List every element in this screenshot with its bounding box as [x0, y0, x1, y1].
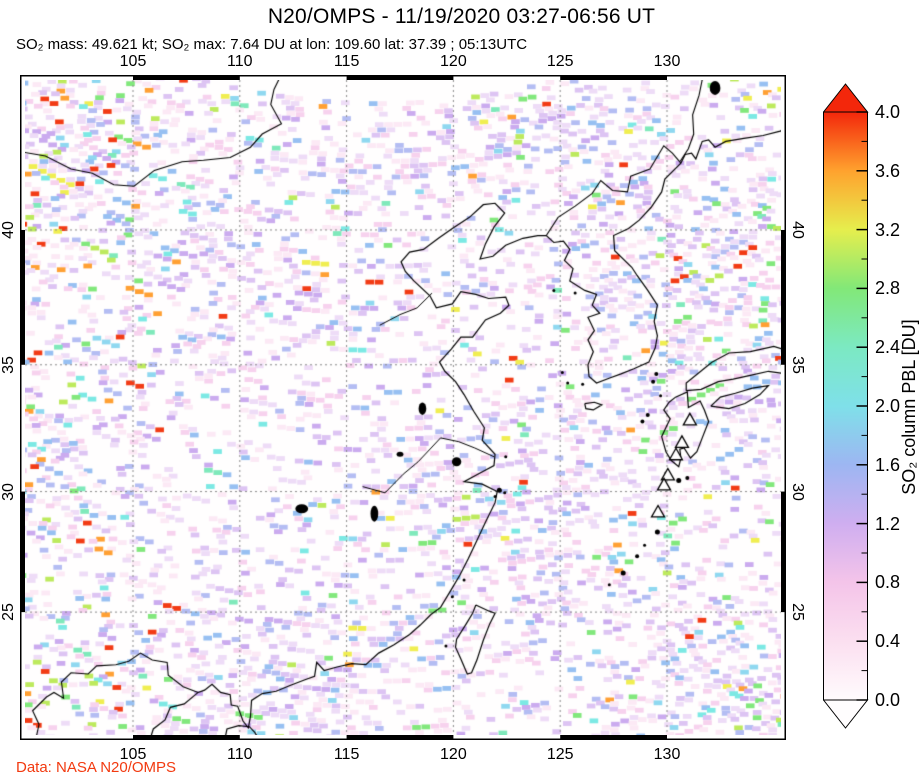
colorbar-tick-label: 0.8: [875, 572, 901, 593]
colorbar-tick-label: 0.4: [875, 631, 901, 652]
lon-tick-label-bottom: 120: [440, 746, 467, 763]
colorbar: 4.0 3.6 3.2 2.8 2.4 2.0 1.6 1.2 0.8 0.4 0.0: [823, 83, 923, 743]
lon-tick-label-top: 115: [333, 53, 360, 70]
colorbar-over-arrow: [823, 83, 869, 113]
colorbar-tick-label: 1.2: [875, 513, 901, 534]
lat-tick-label-left: 30: [0, 482, 17, 501]
lon-tick-label-bottom: 130: [653, 746, 681, 763]
figure-title: N20/OMPS - 11/19/2020 03:27-06:56 UT: [267, 5, 656, 28]
lat-tick-label-left: 25: [0, 603, 17, 622]
lat-tick-label-right: 40: [789, 221, 806, 239]
data-credit: Data: NASA N20/OMPS: [16, 759, 177, 776]
frame-band-segment: [21, 229, 26, 365]
colorbar-scale: [823, 83, 869, 729]
lat-tick-label-left: 35: [0, 355, 17, 374]
frame-band-segment: [346, 734, 454, 739]
lon-tick-label-top: 105: [119, 53, 147, 70]
lon-tick-label-bottom: 115: [333, 746, 360, 763]
frame-band-segment: [560, 734, 667, 739]
lat-tick-label-right: 25: [789, 603, 806, 621]
colorbar-tick-label: 3.6: [875, 160, 901, 181]
lon-tick-label-top: 125: [546, 53, 574, 70]
frame-band-segment: [133, 76, 240, 81]
colorbar-under-arrow: [823, 699, 869, 729]
colorbar-tick-label: 3.2: [875, 219, 901, 240]
frame-band-segment: [780, 229, 785, 365]
colorbar-tick-label: 2.0: [875, 396, 901, 416]
lon-tick-label-top: 110: [227, 53, 253, 70]
colorbar-tick-label: 2.8: [875, 278, 901, 299]
colorbar-tick-label: 0.0: [875, 690, 901, 710]
colorbar-title: SO₂ column PBL [DU]: [899, 319, 919, 495]
lon-tick-label-bottom: 110: [227, 746, 253, 763]
figure-subtitle: SO₂ mass: 49.621 kt; SO₂ max: 7.64 DU at…: [16, 36, 528, 53]
colorbar-tick-label: 2.4: [875, 337, 901, 358]
lat-tick-label-right: 35: [789, 355, 806, 374]
frame-band-segment: [133, 734, 240, 739]
lat-tick-label-left: 40: [0, 221, 17, 239]
lon-tick-label-top: 120: [440, 53, 467, 70]
frame-outer: [20, 75, 786, 740]
colorbar-tick-label: 4.0: [875, 102, 901, 122]
frame-band-segment: [346, 76, 454, 81]
lon-tick-label-bottom: 105: [119, 746, 147, 763]
frame-band-segment: [780, 491, 785, 613]
colorbar-tick-label: 1.6: [875, 454, 901, 475]
lon-tick-label-bottom: 125: [546, 746, 574, 763]
map-canvas: [25, 80, 781, 735]
lon-tick-label-top: 130: [653, 53, 681, 70]
frame-band-segment: [560, 76, 667, 81]
frame-band-segment: [21, 491, 26, 613]
lat-tick-label-right: 30: [789, 482, 806, 501]
